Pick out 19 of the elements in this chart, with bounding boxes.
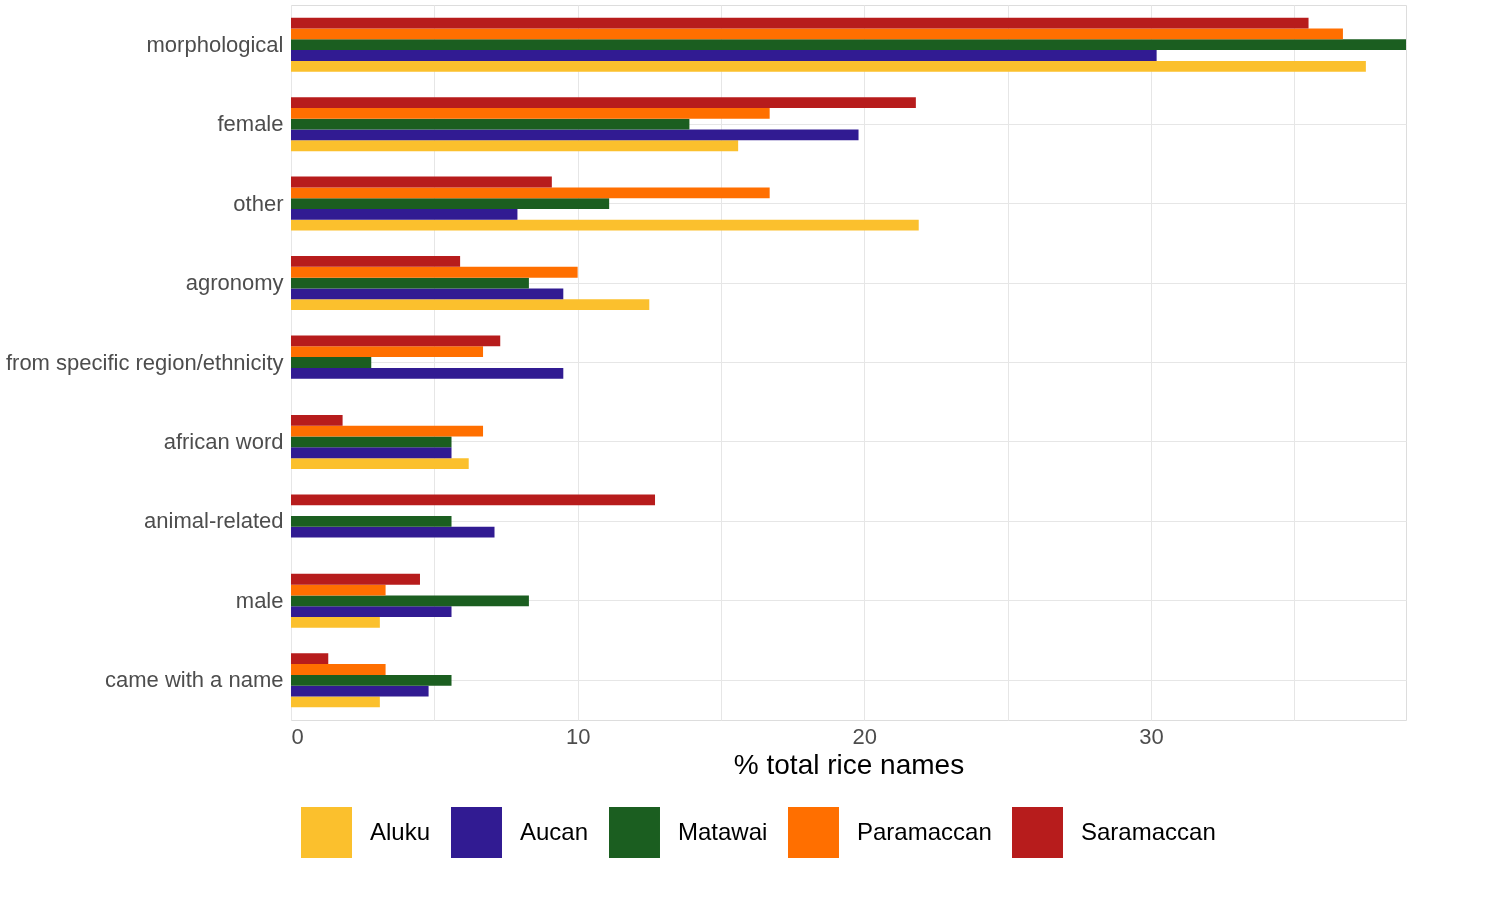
legend-label: Matawai bbox=[678, 817, 768, 845]
x-axis-title: % total rice names bbox=[733, 748, 965, 780]
y-tick-label: african word bbox=[163, 428, 284, 454]
y-tick-label: from specific region/ethnicity bbox=[5, 349, 284, 375]
y-tick-label: came with a name bbox=[104, 667, 284, 693]
legend-label: Aucan bbox=[520, 817, 589, 845]
x-tick-label: 30 bbox=[1139, 723, 1164, 749]
y-tick-label: agronomy bbox=[185, 270, 284, 296]
y-tick-label: animal-related bbox=[144, 508, 284, 534]
x-tick-label: 0 bbox=[291, 723, 304, 749]
y-tick-label: other bbox=[233, 190, 284, 216]
legend-label: Paramaccan bbox=[857, 817, 992, 845]
legend-label: Saramaccan bbox=[1081, 817, 1216, 845]
y-tick-label: morphological bbox=[146, 31, 284, 57]
legend-label: Aluku bbox=[370, 817, 431, 845]
y-tick-label: female bbox=[217, 111, 284, 137]
y-tick-label: male bbox=[235, 587, 284, 613]
x-tick-label: 20 bbox=[852, 723, 878, 749]
x-tick-label: 10 bbox=[565, 723, 591, 749]
